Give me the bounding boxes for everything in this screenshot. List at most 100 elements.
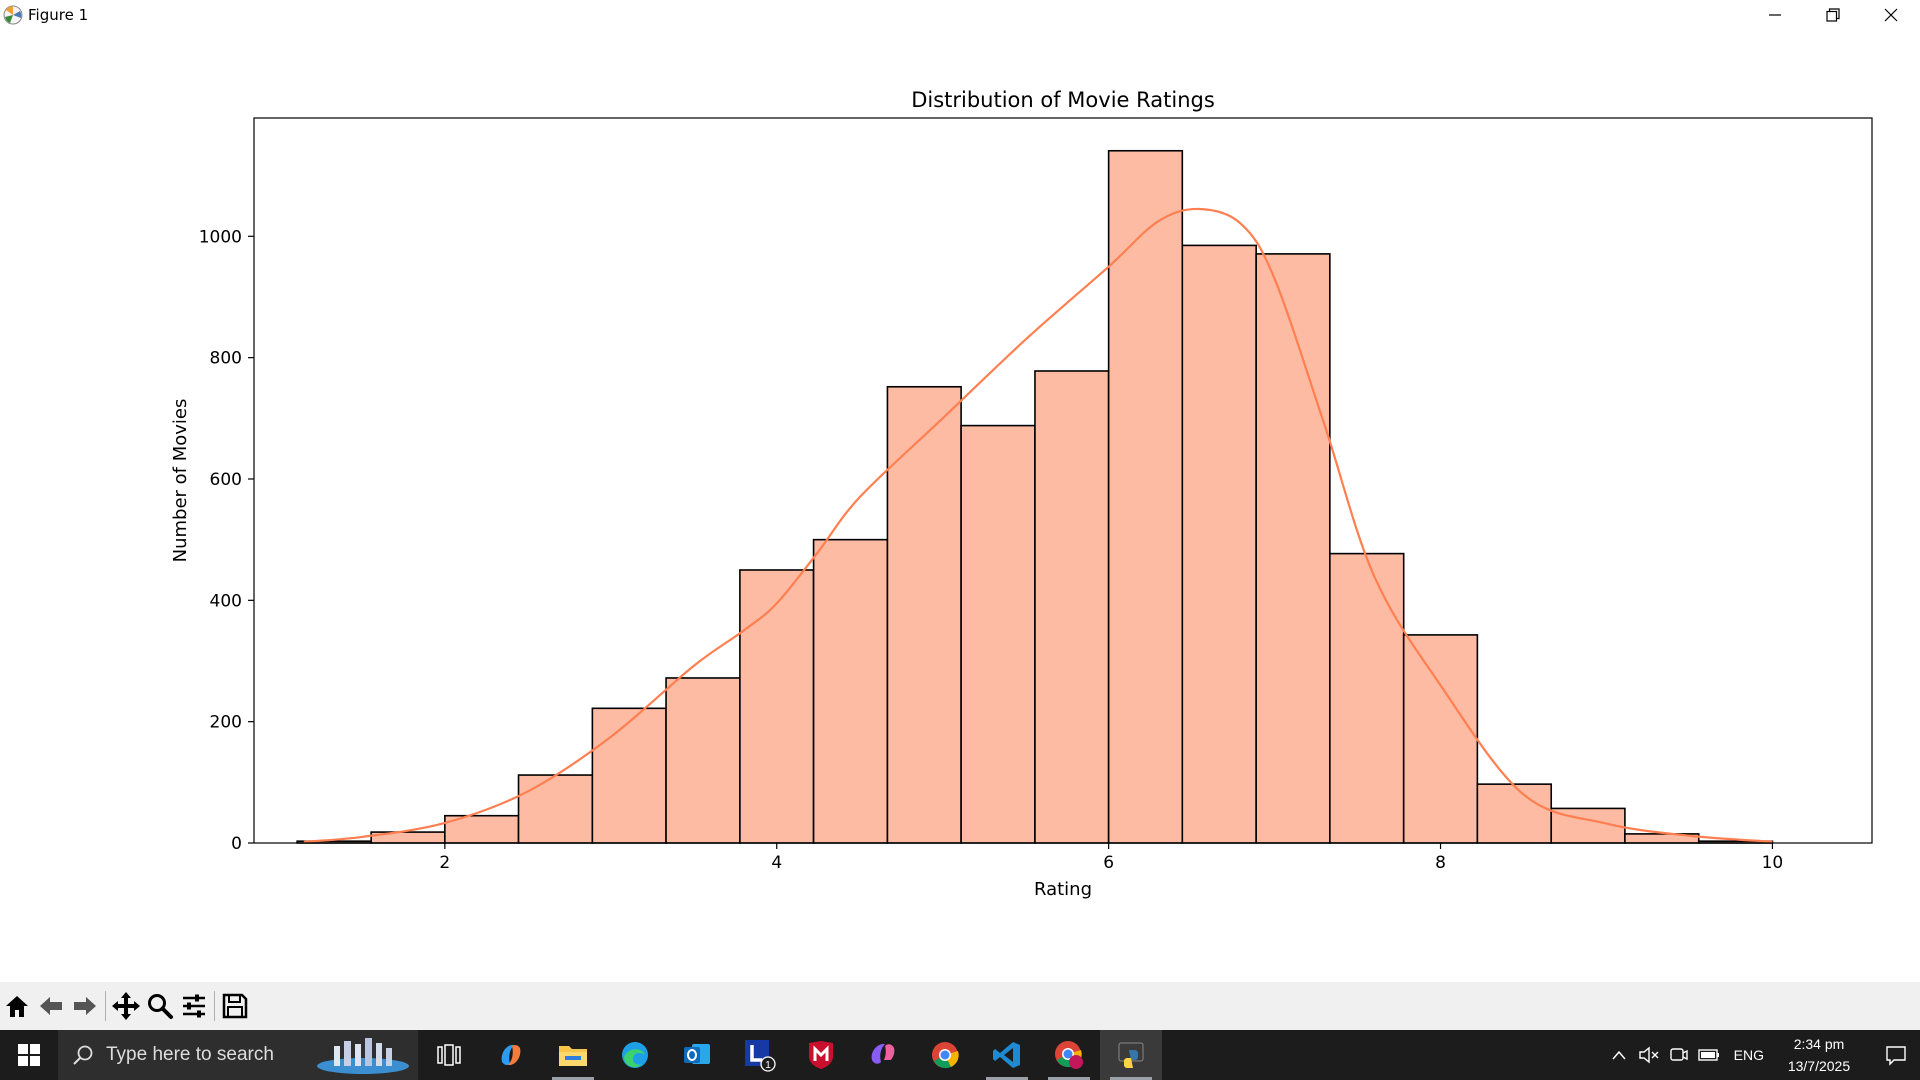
x-tick-label: 2 — [439, 853, 450, 873]
clock-date: 13/7/2025 — [1787, 1058, 1851, 1074]
taskbar-search[interactable]: Type here to search — [58, 1030, 418, 1080]
outlook-icon — [684, 1044, 710, 1064]
taskbar-app-lync[interactable]: 1 — [728, 1030, 790, 1080]
matplotlib-toolbar — [0, 982, 1920, 1030]
notification-center-button[interactable] — [1872, 1030, 1920, 1080]
forward-icon — [74, 997, 96, 1015]
histogram-bar — [1034, 370, 1110, 844]
histogram-bars — [296, 149, 1774, 844]
m365-copilot-icon — [871, 1043, 898, 1068]
y-axis-label: Number of Movies — [170, 399, 191, 563]
forward-button[interactable] — [68, 987, 102, 1025]
axes-frame — [253, 117, 1873, 844]
taskbar-app-file-explorer[interactable] — [542, 1030, 604, 1080]
histogram-bar — [1329, 552, 1405, 844]
meet-now-button[interactable] — [1664, 1030, 1694, 1080]
histogram-chart[interactable]: 2 4 6 8 10 0 200 400 600 800 1000 Distribution of… — [0, 30, 1920, 982]
histogram-bar — [886, 385, 962, 844]
search-highlight-image — [317, 1038, 409, 1074]
back-button[interactable] — [34, 987, 68, 1025]
l-app-badge: 1 — [765, 1060, 771, 1071]
x-axis-ticks: 2 4 6 8 10 — [439, 843, 1783, 873]
histogram-bar — [665, 677, 741, 844]
folder-icon — [559, 1046, 587, 1066]
mcafee-shield-icon — [809, 1041, 833, 1069]
figure-canvas[interactable]: 2 4 6 8 10 0 200 400 600 800 1000 Distribution of… — [0, 30, 1920, 982]
minimize-icon — [1769, 14, 1781, 16]
zoom-button[interactable] — [143, 987, 177, 1025]
zoom-icon — [148, 994, 173, 1019]
volume-muted-icon — [1638, 1046, 1659, 1064]
minimize-button[interactable] — [1746, 0, 1804, 30]
pan-icon — [112, 992, 140, 1020]
taskbar-app-edge[interactable] — [604, 1030, 666, 1080]
y-tick-label: 200 — [210, 713, 242, 733]
edge-browser-icon — [622, 1042, 648, 1068]
notification-icon — [1886, 1046, 1906, 1066]
vscode-icon — [993, 1042, 1020, 1068]
close-button[interactable] — [1862, 0, 1920, 30]
chevron-up-icon — [1612, 1050, 1626, 1060]
chrome-icon — [932, 1042, 959, 1069]
pan-button[interactable] — [109, 987, 143, 1025]
windows-logo-icon — [18, 1044, 40, 1066]
taskbar-app-m365-copilot[interactable] — [852, 1030, 914, 1080]
configure-subplots-button[interactable] — [177, 987, 211, 1025]
x-axis-label: Rating — [1034, 879, 1092, 900]
y-tick-label: 1000 — [199, 227, 242, 247]
taskbar-app-chrome-profile[interactable] — [1038, 1030, 1100, 1080]
histogram-bar — [517, 774, 594, 844]
start-button[interactable] — [0, 1030, 58, 1080]
l-app-icon: 1 — [745, 1040, 776, 1072]
meet-camera-icon — [1669, 1048, 1688, 1061]
histogram-bar — [739, 569, 815, 844]
histogram-bar — [1181, 244, 1257, 844]
window-controls — [1746, 0, 1920, 30]
window-titlebar: Figure 1 — [0, 0, 1920, 30]
histogram-bar — [1255, 253, 1331, 844]
battery-button[interactable] — [1694, 1030, 1724, 1080]
window-title: Figure 1 — [28, 6, 89, 24]
save-icon — [222, 993, 248, 1019]
home-button[interactable] — [0, 987, 34, 1025]
taskbar-app-python[interactable] — [1100, 1030, 1162, 1080]
search-placeholder: Type here to search — [106, 1044, 274, 1065]
restore-icon — [1826, 8, 1840, 22]
taskbar-clock[interactable]: 2:34 pm 13/7/2025 — [1774, 1033, 1864, 1077]
chrome-profile-icon — [1055, 1041, 1083, 1069]
histogram-bar — [591, 707, 667, 844]
task-view-icon — [437, 1044, 461, 1066]
show-hidden-icons-button[interactable] — [1604, 1030, 1634, 1080]
search-icon — [73, 1045, 93, 1065]
y-axis-ticks: 0 200 400 600 800 1000 — [199, 227, 254, 854]
configure-subplots-icon — [183, 994, 205, 1018]
y-tick-label: 600 — [210, 470, 242, 490]
input-language-indicator[interactable]: ENG — [1733, 1047, 1764, 1063]
histogram-bar — [1107, 149, 1184, 844]
home-icon — [6, 996, 28, 1017]
histogram-bar — [1476, 783, 1553, 844]
histogram-bar — [960, 424, 1036, 844]
volume-button[interactable] — [1634, 1030, 1664, 1080]
toolbar-separator — [105, 991, 106, 1021]
clock-time: 2:34 pm — [1793, 1036, 1845, 1052]
y-tick-label: 400 — [210, 591, 242, 611]
taskbar-app-mcafee[interactable] — [790, 1030, 852, 1080]
close-icon — [1884, 8, 1898, 22]
chart-title: Distribution of Movie Ratings — [911, 88, 1215, 112]
taskbar-app-vscode[interactable] — [976, 1030, 1038, 1080]
y-tick-label: 0 — [231, 834, 242, 854]
restore-button[interactable] — [1804, 0, 1862, 30]
taskbar-app-chrome[interactable] — [914, 1030, 976, 1080]
copilot-icon — [501, 1044, 521, 1066]
save-button[interactable] — [218, 987, 252, 1025]
x-tick-label: 4 — [771, 853, 782, 873]
task-view-button[interactable] — [418, 1030, 480, 1080]
taskbar-app-copilot[interactable] — [480, 1030, 542, 1080]
back-icon — [40, 997, 62, 1015]
x-tick-label: 10 — [1762, 853, 1784, 873]
toolbar-separator — [214, 991, 215, 1021]
python-icon — [1118, 1042, 1144, 1068]
taskbar-app-outlook[interactable] — [666, 1030, 728, 1080]
x-tick-label: 8 — [1435, 853, 1446, 873]
